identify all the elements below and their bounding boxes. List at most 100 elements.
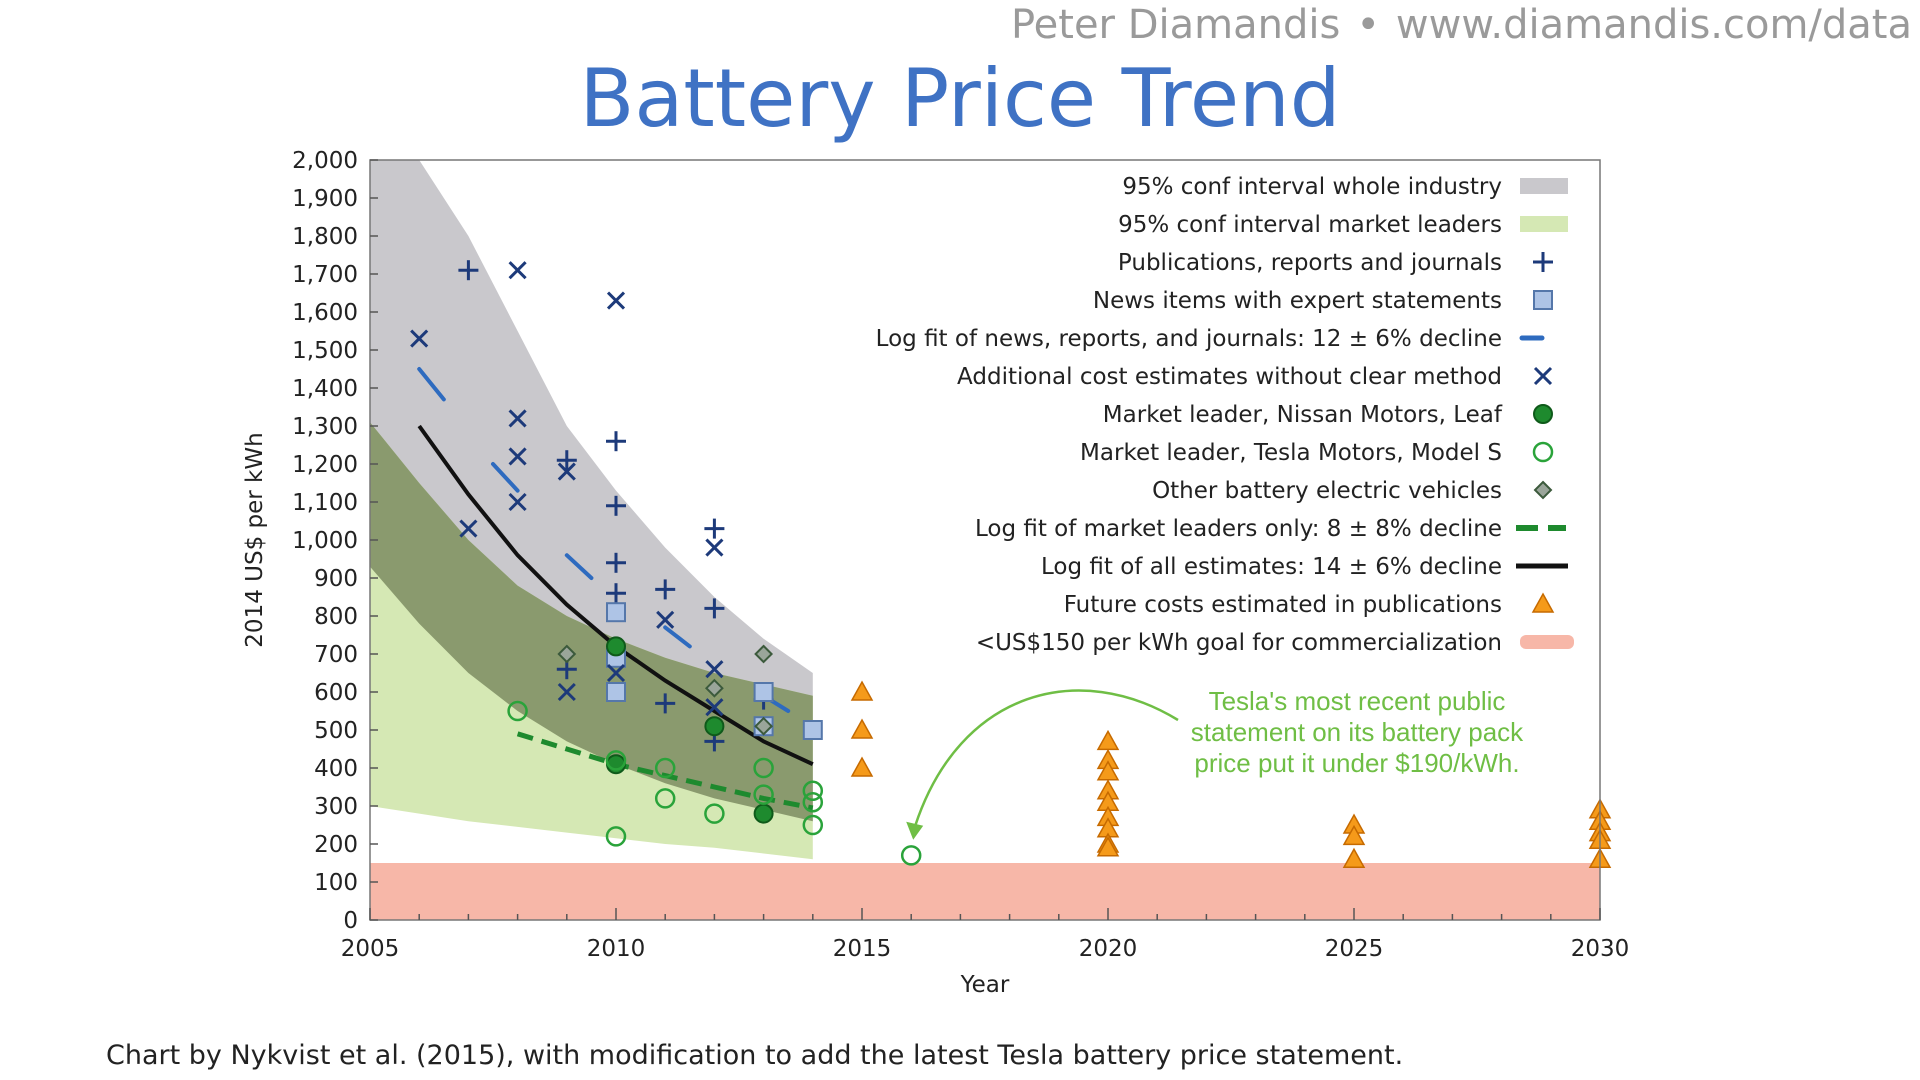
fit-news-reports-segment xyxy=(491,462,520,493)
data-point-x xyxy=(508,409,527,428)
legend-label: 95% conf interval whole industry xyxy=(1122,174,1502,200)
data-point-x xyxy=(459,519,478,538)
data-point-plus xyxy=(606,431,626,452)
y-axis-title: 2014 US$ per kWh xyxy=(242,432,268,647)
x-tick-label: 2015 xyxy=(833,936,892,962)
y-tick-label: 1,700 xyxy=(292,262,358,288)
data-point-x xyxy=(656,610,675,629)
legend-label: Market leader, Tesla Motors, Model S xyxy=(1080,440,1502,466)
source-url: www.diamandis.com/data xyxy=(1395,2,1912,48)
band-overlap-region xyxy=(370,422,813,822)
data-point-square xyxy=(606,602,626,623)
y-tick-label: 800 xyxy=(314,604,358,630)
y-tick-label: 1,300 xyxy=(292,414,358,440)
x-tick-label: 2010 xyxy=(587,936,646,962)
legend-swatch-industry-band xyxy=(1520,178,1568,194)
annotation-text-line: price put it under $190/kWh. xyxy=(1194,748,1519,778)
data-point-plus xyxy=(606,552,626,573)
data-point-open-circle xyxy=(802,780,824,802)
data-point-square xyxy=(753,682,774,702)
fit-news-reports-segment xyxy=(663,625,692,649)
data-point-x xyxy=(606,291,626,310)
legend-label: Other battery electric vehicles xyxy=(1152,478,1502,504)
data-point-x xyxy=(606,663,626,683)
legend-label: Publications, reports and journals xyxy=(1118,250,1502,276)
y-tick-label: 200 xyxy=(314,832,358,858)
y-tick-label: 500 xyxy=(314,718,358,744)
y-tick-label: 1,400 xyxy=(292,376,358,402)
legend-label: Log fit of news, reports, and journals: … xyxy=(876,326,1502,352)
data-point-open-circle xyxy=(507,700,528,722)
source-credit: Peter Diamandis • www.diamandis.com/data xyxy=(1011,2,1912,48)
legend-swatch-open-circle xyxy=(1532,441,1554,463)
fit-news-reports-segment xyxy=(564,553,594,580)
y-tick-label: 1,900 xyxy=(292,186,358,212)
data-point-x xyxy=(705,660,724,679)
data-point-open-circle xyxy=(753,757,774,779)
data-point-x xyxy=(557,462,576,481)
data-point-plus xyxy=(606,583,626,604)
y-tick-label: 1,600 xyxy=(292,300,358,326)
commercialization-goal-band xyxy=(370,863,1600,920)
legend-label: <US$150 per kWh goal for commercializati… xyxy=(976,630,1502,656)
data-point-open-circle xyxy=(654,757,676,779)
chart-caption: Chart by Nykvist et al. (2015), with mod… xyxy=(106,1040,1404,1071)
data-point-open-circle xyxy=(802,791,824,813)
legend-label: Market leader, Nissan Motors, Leaf xyxy=(1103,402,1503,428)
chart-title: Battery Price Trend xyxy=(579,52,1341,145)
data-point-plus xyxy=(556,450,577,471)
data-point-x xyxy=(705,698,724,717)
x-tick-label: 2005 xyxy=(341,936,400,962)
annotation-arrowhead xyxy=(906,821,924,840)
data-point-diamond xyxy=(704,678,724,698)
fit-news-reports-segment xyxy=(417,367,446,402)
data-point-open-circle xyxy=(753,784,774,805)
data-point-x xyxy=(508,261,527,280)
data-point-open-circle xyxy=(802,814,824,836)
annotation-text-line: Tesla's most recent public xyxy=(1209,686,1506,716)
y-tick-label: 300 xyxy=(314,794,358,820)
data-point-x xyxy=(705,538,724,557)
battery-price-chart: 0 100 200 300 400 500 600 700 800 900 1,000 1,100 1,… xyxy=(242,148,1630,998)
data-point-square xyxy=(606,682,626,702)
data-point-filled-circle xyxy=(753,803,774,824)
data-point-open-circle xyxy=(704,803,725,824)
data-point-triangle xyxy=(1342,847,1366,868)
data-point-diamond xyxy=(754,644,774,664)
data-point-triangle xyxy=(850,680,874,701)
y-tick-label: 0 xyxy=(343,908,358,934)
data-point-open-circle xyxy=(605,826,627,847)
data-point-diamond xyxy=(557,644,577,664)
y-tick-label: 100 xyxy=(314,870,358,896)
y-tick-label: 1,500 xyxy=(292,338,358,364)
y-tick-label: 1,200 xyxy=(292,452,358,478)
data-point-plus xyxy=(458,260,479,281)
data-point-triangle xyxy=(1096,836,1120,857)
legend-swatch-plus xyxy=(1533,252,1553,272)
legend-swatch-leaders-band xyxy=(1520,216,1568,232)
y-tick-label: 400 xyxy=(314,756,358,782)
legend-label: 95% conf interval market leaders xyxy=(1118,212,1502,238)
legend-label: News items with expert statements xyxy=(1093,288,1502,314)
y-tick-label: 1,000 xyxy=(292,528,358,554)
data-point-open-circle xyxy=(900,845,922,866)
data-point-filled-circle xyxy=(704,716,725,737)
x-tick-label: 2030 xyxy=(1571,936,1630,962)
legend-label: Future costs estimated in publications xyxy=(1064,592,1502,618)
data-point-triangle xyxy=(850,756,874,777)
legend-swatch-goal-band xyxy=(1520,635,1574,649)
y-tick-label: 1,800 xyxy=(292,224,358,250)
data-point-diamond xyxy=(754,716,774,736)
data-point-plus xyxy=(606,495,626,516)
author-name: Peter Diamandis xyxy=(1010,2,1341,48)
legend-label: Log fit of all estimates: 14 ± 6% declin… xyxy=(1041,554,1502,580)
data-point-plus xyxy=(704,518,725,539)
legend-swatch-filled-circle xyxy=(1533,404,1553,424)
legend-swatch-triangle xyxy=(1531,592,1555,613)
data-point-open-circle xyxy=(654,788,676,809)
annotation-text-line: statement on its battery pack xyxy=(1191,717,1524,747)
data-point-x xyxy=(557,682,576,702)
data-point-open-circle xyxy=(605,750,627,771)
separator-dot: • xyxy=(1356,2,1380,48)
data-point-triangle xyxy=(850,718,874,739)
